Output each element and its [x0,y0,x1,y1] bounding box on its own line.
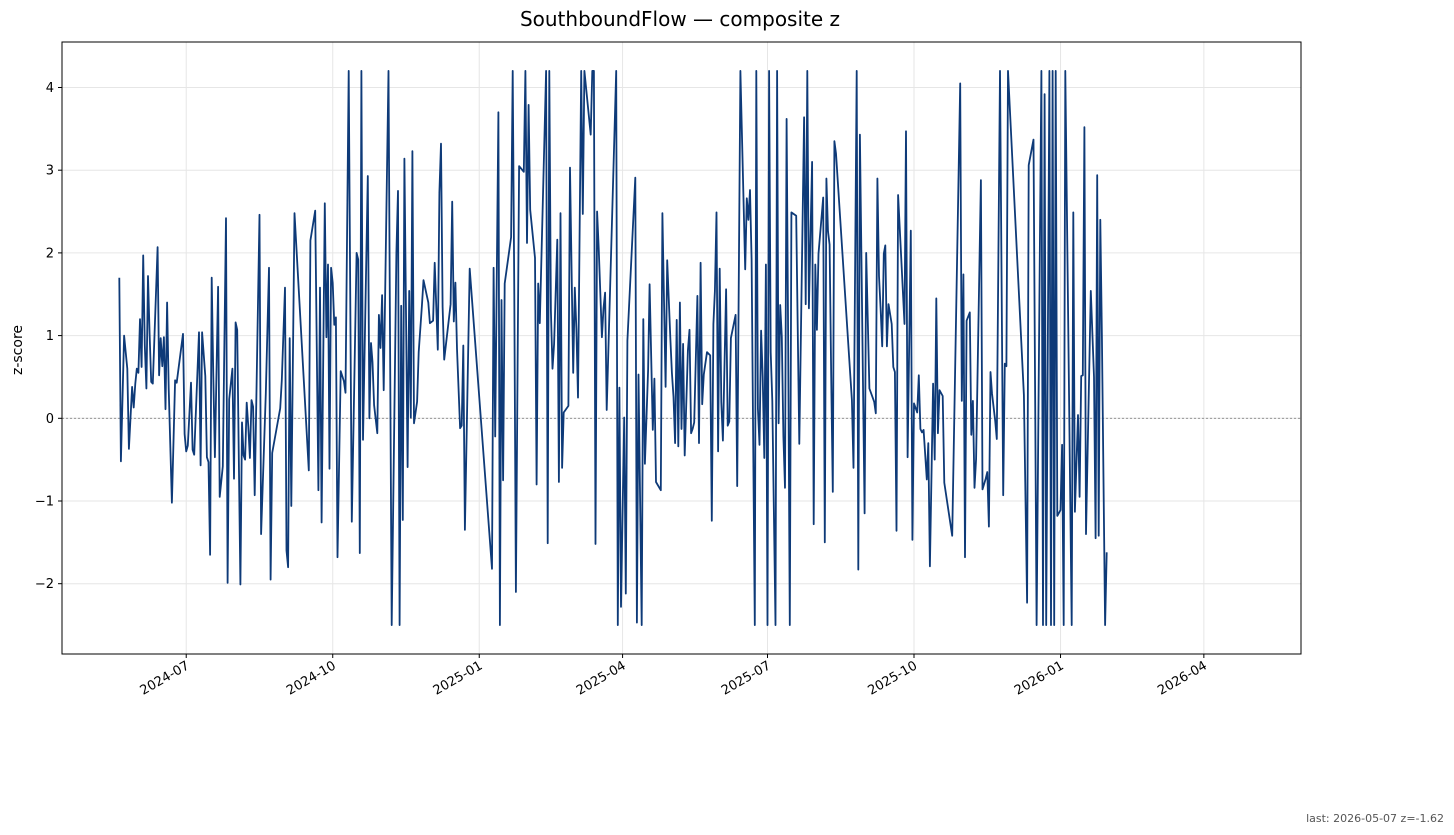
y-tick-label: 4 [46,81,54,96]
y-tick-label: 1 [46,329,54,344]
y-tick-label: 2 [46,246,54,261]
chart-title: SouthboundFlow — composite z [520,7,840,31]
y-tick-label: 0 [46,412,54,427]
x-tick-label: 2025-04 [574,658,629,698]
y-axis-label: z-score [10,325,26,375]
x-tick-label: 2024-07 [138,658,193,698]
x-tick-label: 2025-07 [719,658,774,698]
x-axis-ticks: 2024-07 2024-10 2025-01 2025-04 2025-07 2025-… [138,654,1210,699]
plot-area-frame [61,41,1302,655]
series-line [118,70,1108,626]
x-tick-label: 2025-01 [431,658,486,698]
y-tick-label: 3 [46,164,54,179]
x-tick-label: 2024-10 [284,658,339,698]
x-tick-label: 2026-04 [1155,658,1210,698]
y-tick-label: −1 [35,495,54,510]
y-tick-label: −2 [35,577,54,592]
last-value-note: last: 2026-05-07 z=-1.62 [1306,812,1444,825]
x-tick-label: 2025-10 [865,658,920,698]
series-layer [118,70,1108,626]
grid-layer [62,42,1301,654]
y-axis-ticks: −2 −1 0 1 2 3 4 [35,81,62,592]
x-tick-label: 2026-01 [1012,658,1067,698]
